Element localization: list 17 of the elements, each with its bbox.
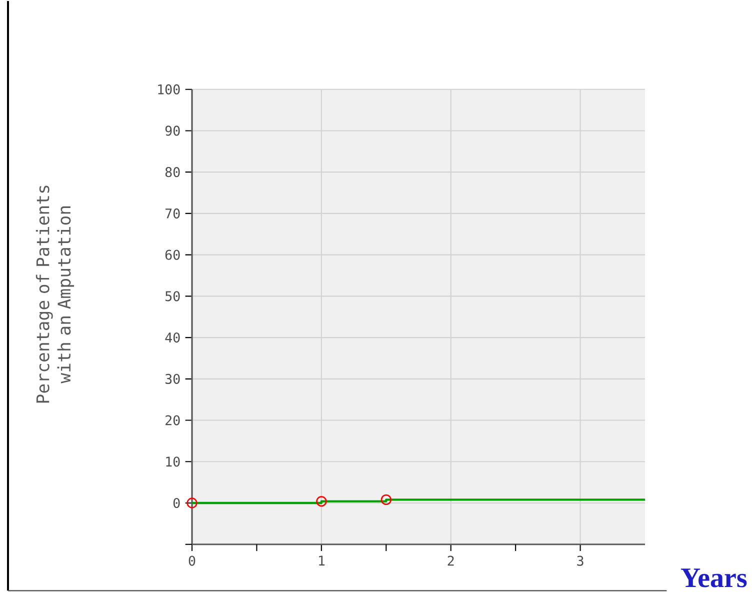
x-tick-label: 2: [448, 556, 454, 566]
x-tick-label: 0: [188, 556, 196, 566]
y-tick-label: 40: [165, 332, 180, 343]
y-tick-label: 100: [158, 84, 180, 94]
x-tick-label: 3: [577, 556, 584, 566]
y-tick-label: 90: [165, 126, 180, 136]
y-tick-label: 10: [166, 456, 180, 467]
y-tick-label: 80: [165, 167, 180, 178]
y-axis-title: Percentage of Patients with an Amputation: [36, 186, 74, 403]
x-tick-label: 1: [319, 556, 325, 566]
y-tick-label: 60: [165, 250, 180, 260]
x-axis-title: Years: [680, 568, 747, 588]
y-tick-label: 0: [173, 498, 180, 508]
y-tick-label: 20: [166, 415, 180, 426]
y-tick-label: 50: [166, 291, 180, 302]
y-tick-label: 30: [165, 374, 180, 384]
y-tick-label: 70: [165, 208, 180, 218]
